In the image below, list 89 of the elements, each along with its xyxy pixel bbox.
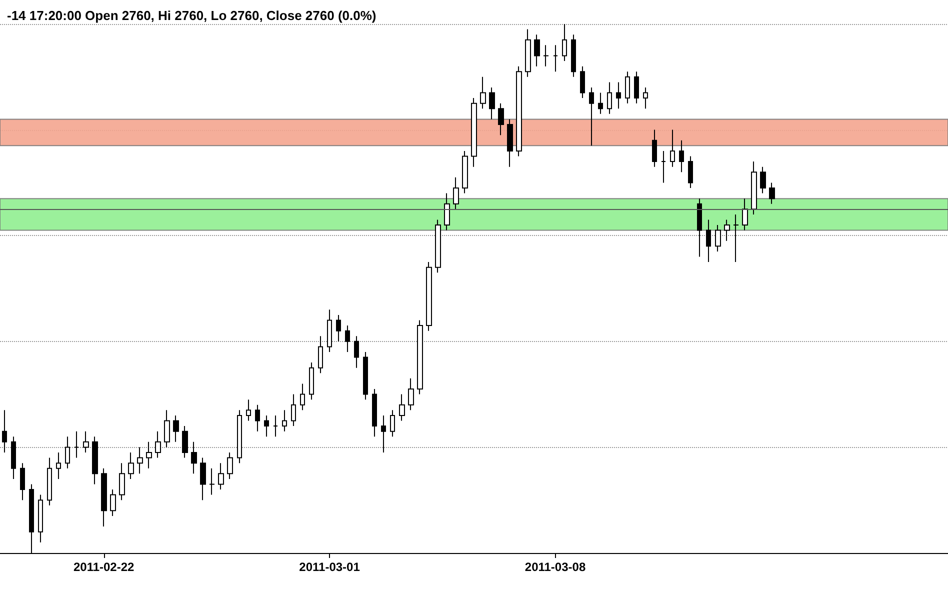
candlestick [38, 494, 43, 543]
candlestick [534, 34, 540, 67]
candlestick [173, 414, 179, 442]
candlestick [453, 176, 459, 210]
x-tick-label: 2011-03-08 [524, 560, 586, 574]
candlestick [562, 24, 567, 62]
candlestick [435, 219, 441, 274]
candlestick [218, 462, 224, 490]
candlestick [525, 28, 531, 78]
candlestick [715, 224, 721, 252]
candlestick [246, 399, 251, 422]
candlestick [227, 452, 233, 480]
candlestick [237, 410, 242, 464]
candlestick [589, 86, 594, 146]
candlestick [426, 262, 432, 332]
candlestick [697, 198, 702, 258]
candlestick [498, 102, 504, 136]
candlestick [769, 182, 775, 204]
candlestick [345, 325, 350, 352]
candlestick [670, 129, 675, 168]
candlestick [363, 351, 368, 400]
x-tick-label: 2011-03-01 [299, 560, 360, 574]
candlestick [2, 410, 7, 453]
candlestick [733, 214, 739, 263]
candlestick [336, 314, 341, 342]
candlestick [625, 71, 630, 104]
candlestick [553, 44, 558, 72]
candlestick [11, 436, 16, 480]
candlestick [390, 410, 395, 438]
candlestick [571, 34, 576, 78]
candlestick [489, 86, 495, 120]
candlestick [354, 336, 359, 368]
candlestick [516, 66, 522, 157]
candlestick [110, 489, 116, 516]
candlestick [679, 140, 684, 173]
candlestick [543, 44, 549, 67]
candlestick [119, 462, 125, 501]
candlestick [20, 462, 25, 501]
candlestick [688, 156, 693, 188]
candlestick [291, 394, 296, 427]
candlestick [760, 166, 766, 194]
chart-title: -14 17:20:00 Open 2760, Hi 2760, Lo 2760, Close 2760 (0.0%) [7, 8, 376, 23]
candlestick [264, 414, 269, 438]
candlestick [255, 404, 260, 432]
candlestick [607, 82, 612, 114]
candlestick [706, 219, 711, 263]
candlestick [634, 71, 639, 104]
candlestick [417, 320, 423, 395]
candlestick [327, 309, 332, 352]
candlestick [507, 118, 513, 168]
candlestick [273, 414, 278, 438]
candlestick [101, 468, 107, 528]
candlestick [652, 129, 657, 168]
candlestick [47, 457, 52, 506]
candlestick [83, 430, 89, 453]
candlestick [318, 336, 323, 374]
candlestick [399, 394, 405, 422]
candlestick [155, 430, 161, 458]
candlestick [74, 430, 79, 458]
x-tick-label: 2011-02-22 [73, 560, 135, 574]
candlestick [471, 98, 477, 168]
candlestick [742, 198, 748, 231]
candlestick [182, 426, 188, 458]
candlestick [444, 192, 450, 231]
candlestick [462, 150, 468, 194]
candlestick [128, 452, 134, 480]
candlestick [200, 457, 206, 501]
candlestick [164, 410, 170, 448]
candlestick [282, 410, 287, 432]
candlestick [616, 82, 621, 110]
candlestick [65, 436, 70, 469]
candlestick [408, 378, 414, 411]
candlestick [209, 468, 215, 496]
candlestick [137, 446, 143, 474]
candlestick [372, 388, 377, 438]
candlestick [580, 66, 585, 99]
candlestick [751, 161, 757, 215]
candlestick [309, 362, 314, 400]
candlestick [92, 436, 98, 485]
candlestick [724, 219, 730, 242]
candlestick [643, 86, 648, 110]
candlestick [598, 92, 603, 114]
candlestick [146, 441, 152, 469]
candlestick [480, 76, 486, 110]
candlestick [191, 441, 197, 474]
candlestick [300, 383, 305, 411]
candlestick [56, 452, 61, 480]
candlestick [661, 150, 666, 184]
candlestick [381, 414, 386, 453]
